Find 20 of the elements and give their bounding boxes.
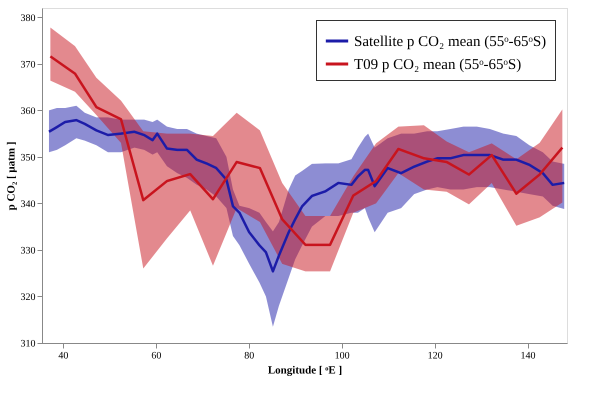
y-tick-label: 370 — [20, 59, 36, 70]
x-axis-title: Longitude [ ᵒE ] — [268, 364, 342, 376]
y-tick-label: 310 — [20, 338, 36, 350]
y-tick-label: 330 — [20, 245, 36, 256]
y-tick-label: 380 — [20, 12, 36, 24]
x-tick-label: 120 — [428, 350, 443, 362]
x-tick-label: 100 — [334, 350, 350, 362]
x-tick-label: 40 — [58, 350, 68, 362]
x-tick-label: 140 — [520, 350, 536, 362]
line-series — [49, 55, 564, 246]
y-tick-label: 350 — [20, 152, 36, 164]
y-axis-title: p CO₂ [ μatm ] — [6, 142, 18, 210]
legend-label: Satellite p CO₂ mean (55ᵒ-65ᵒS) — [354, 34, 546, 50]
line-series — [48, 118, 566, 273]
x-tick-label: 60 — [151, 350, 162, 362]
legend-label: T09 p CO₂ mean (55ᵒ-65ᵒS) — [354, 57, 522, 73]
y-tick-label: 340 — [20, 198, 36, 210]
y-tick-label: 360 — [20, 106, 36, 117]
x-tick-label: 80 — [244, 350, 254, 362]
y-tick-label: 320 — [20, 292, 36, 303]
